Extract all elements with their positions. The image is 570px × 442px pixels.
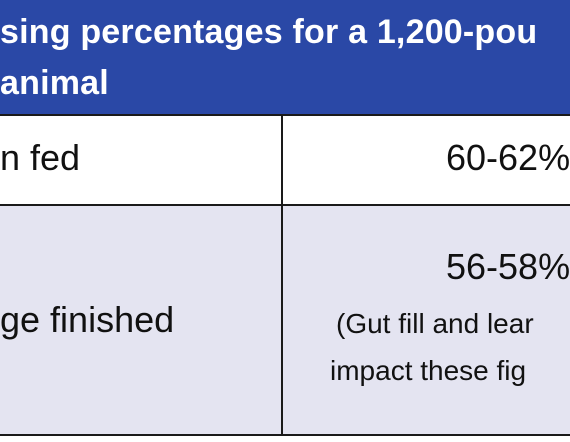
table-header: sing percentages for a 1,200-pou animal (0, 0, 570, 114)
table-title-line-2: animal (0, 64, 109, 102)
table-row (0, 114, 570, 204)
row-1-value: 60-62% (446, 137, 570, 178)
column-divider (281, 114, 283, 436)
row-1-label: n fed (0, 137, 81, 178)
row-2-note-line-2: impact these fig (330, 355, 527, 386)
row-2-note-line-1: (Gut fill and lear (336, 308, 534, 339)
row-2-value: 56-58% (446, 246, 570, 287)
table-row (0, 204, 570, 436)
table-title-line-1: sing percentages for a 1,200-pou (0, 13, 538, 51)
row-2-label: ge finished (0, 299, 175, 340)
